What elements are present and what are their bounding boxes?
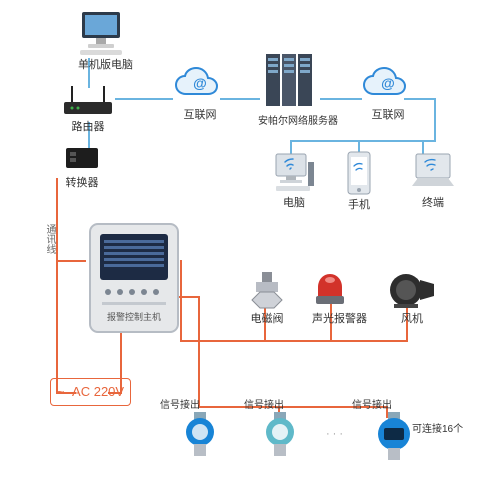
node-sensor-3 <box>370 410 418 464</box>
controller-icon: 报警控制主机 <box>86 220 182 336</box>
node-fan: 风机 <box>388 270 436 326</box>
wire-segment <box>115 98 173 100</box>
node-sensor-2 <box>260 410 300 460</box>
node-sensor-1 <box>180 410 220 460</box>
router-icon <box>60 84 116 118</box>
node-server: 安帕尔网络服务器 <box>258 50 338 127</box>
wire-segment <box>198 296 200 408</box>
comm-line-label: 通讯线 <box>42 224 57 254</box>
power-symbol: ~ <box>57 384 65 399</box>
phone-label: 手机 <box>344 196 374 212</box>
wire-segment <box>434 98 436 142</box>
converter-icon <box>60 144 104 174</box>
node-laptop: 终端 <box>408 150 458 210</box>
valve-label: 电磁阀 <box>250 310 284 326</box>
alarm-label: 声光报警器 <box>312 310 367 326</box>
monitor-icon <box>78 10 124 56</box>
wire-segment <box>290 140 436 142</box>
node-valve: 电磁阀 <box>250 270 284 326</box>
alarm-icon <box>312 270 348 310</box>
fan-label: 风机 <box>388 310 436 326</box>
converter-label: 转换器 <box>60 174 104 190</box>
power-label: AC 220V <box>72 384 124 399</box>
node-alarm: 声光报警器 <box>312 270 367 326</box>
ellipsis: ··· <box>326 428 346 440</box>
node-cloud-right: @ 互联网 <box>360 66 416 122</box>
laptop-label: 终端 <box>408 194 458 210</box>
wire-segment <box>180 340 408 342</box>
node-cloud-left: @ 互联网 <box>172 66 228 122</box>
sensor3-sig: 信号接出 <box>352 396 392 411</box>
node-router: 路由器 <box>60 84 116 134</box>
phone-icon <box>344 150 374 196</box>
cloud-left-label: 互联网 <box>172 106 228 122</box>
sensor2-sig: 信号接出 <box>244 396 284 411</box>
svg-text:@: @ <box>381 75 395 91</box>
router-label: 路由器 <box>60 118 116 134</box>
gas-sensor-icon <box>180 410 220 460</box>
node-controller: 报警控制主机 <box>86 220 182 336</box>
server-label: 安帕尔网络服务器 <box>258 112 338 127</box>
cloud-icon: @ <box>172 66 228 106</box>
node-pc-top: 单机版电脑 <box>78 10 133 72</box>
sensor3-extra: 可连接16个 <box>412 420 463 435</box>
wire-segment <box>56 260 86 262</box>
cloud-right-label: 互联网 <box>360 106 416 122</box>
wire-segment <box>56 178 58 392</box>
node-client-pc: 电脑 <box>272 150 316 210</box>
node-power: ~ AC 220V <box>50 378 131 406</box>
server-rack-icon <box>258 50 320 112</box>
client-pc-label: 电脑 <box>272 194 316 210</box>
valve-icon <box>250 270 284 310</box>
cloud-icon: @ <box>360 66 416 106</box>
desktop-icon <box>272 150 316 194</box>
laptop-icon <box>408 150 458 194</box>
gas-sensor-icon <box>260 410 300 460</box>
fan-icon <box>388 270 436 310</box>
node-phone: 手机 <box>344 150 374 212</box>
node-converter: 转换器 <box>60 144 104 190</box>
svg-text:报警控制主机: 报警控制主机 <box>107 311 161 322</box>
sensor1-sig: 信号接出 <box>160 396 200 411</box>
pc-top-label: 单机版电脑 <box>78 56 133 72</box>
svg-text:@: @ <box>193 75 207 91</box>
gas-sensor-icon <box>370 410 418 464</box>
